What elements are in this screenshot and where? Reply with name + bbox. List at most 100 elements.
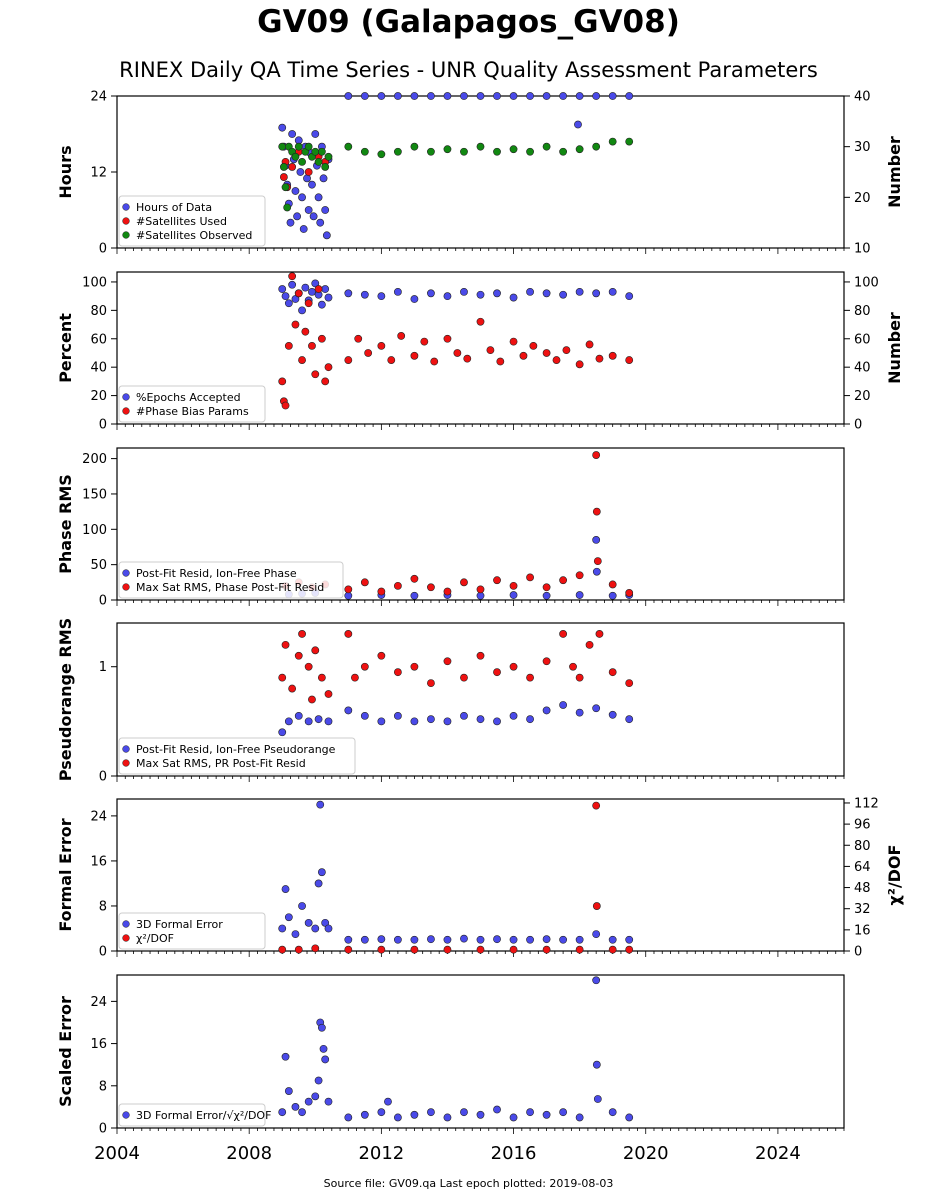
data-point — [608, 710, 617, 719]
data-point — [311, 130, 320, 138]
data-point — [278, 285, 287, 293]
data-point — [476, 585, 485, 594]
data-point — [351, 673, 359, 682]
data-point — [284, 913, 293, 922]
y-tick-label: 0 — [99, 1122, 107, 1137]
data-point — [476, 945, 485, 954]
data-point — [608, 1108, 617, 1117]
data-point — [360, 578, 369, 587]
data-point — [625, 945, 634, 954]
data-point — [592, 536, 601, 544]
data-point — [309, 212, 318, 221]
data-point — [294, 142, 303, 151]
data-point — [278, 1108, 287, 1117]
data-point — [443, 945, 452, 954]
data-point — [284, 717, 293, 726]
data-point — [317, 300, 326, 309]
data-point — [344, 92, 353, 100]
data-point — [311, 279, 320, 288]
data-point — [460, 147, 468, 156]
data-point — [476, 142, 485, 151]
data-point — [526, 92, 534, 100]
data-point — [304, 299, 313, 308]
legend-marker — [122, 934, 130, 942]
data-point — [314, 879, 323, 888]
data-point — [559, 701, 568, 709]
data-point — [575, 145, 584, 154]
data-point — [344, 289, 353, 298]
data-point — [559, 290, 568, 299]
data-point — [608, 92, 617, 100]
data-point — [294, 711, 303, 720]
data-point — [311, 147, 320, 156]
data-point — [443, 717, 452, 726]
data-point — [278, 673, 287, 682]
y-tick-label: 40 — [90, 361, 107, 376]
data-point — [526, 1108, 534, 1117]
data-point — [311, 924, 320, 933]
data-point — [509, 92, 518, 100]
y2-tick-label: 40 — [854, 361, 871, 376]
y2-axis-label: Number — [885, 136, 904, 208]
data-point — [509, 945, 518, 954]
data-point — [397, 332, 406, 340]
data-point — [299, 225, 308, 233]
legend-box — [118, 561, 344, 599]
data-point — [393, 668, 402, 677]
data-point — [542, 1110, 551, 1119]
data-point — [592, 507, 601, 516]
data-point — [542, 945, 551, 954]
x-tick-label: 2020 — [623, 1143, 669, 1164]
data-point — [281, 885, 290, 893]
legend-marker — [122, 745, 130, 753]
data-point — [595, 354, 604, 363]
data-point — [360, 92, 369, 100]
data-point — [360, 662, 369, 671]
data-point — [542, 591, 551, 600]
data-point — [608, 668, 617, 677]
y2-tick-label: 0 — [854, 945, 862, 960]
data-point — [377, 1108, 386, 1117]
panel-3 — [111, 447, 845, 606]
legend-label: Hours of Data — [136, 201, 212, 214]
data-point — [308, 341, 316, 350]
data-point — [344, 585, 353, 594]
legend-box — [118, 195, 266, 247]
data-point — [625, 292, 634, 301]
data-point — [301, 283, 310, 292]
data-point — [625, 679, 634, 688]
y-axis-label: Phase RMS — [56, 474, 75, 574]
data-point — [360, 935, 369, 944]
data-point — [493, 289, 501, 298]
data-point — [427, 289, 435, 298]
data-point — [575, 708, 584, 717]
legend-label: #Phase Bias Params — [136, 405, 249, 418]
data-point — [592, 902, 601, 910]
data-point — [278, 924, 287, 933]
data-point — [344, 142, 353, 151]
data-point — [344, 706, 353, 715]
legend-label: χ²/DOF — [136, 932, 174, 945]
y-axis-label: Scaled Error — [56, 996, 75, 1107]
data-point — [298, 306, 306, 315]
legend-box — [118, 737, 356, 775]
y-tick-label: 16 — [90, 1037, 107, 1052]
data-point — [460, 1108, 468, 1117]
panel-4 — [111, 622, 845, 782]
data-point — [324, 924, 333, 933]
data-point — [393, 147, 402, 156]
data-point — [311, 944, 320, 953]
data-point — [393, 581, 402, 590]
data-point — [311, 646, 320, 655]
data-point — [608, 137, 617, 146]
data-point — [364, 349, 373, 357]
data-point — [509, 591, 518, 599]
data-point — [393, 1113, 402, 1122]
legend-box — [118, 912, 266, 950]
y-tick-label: 0 — [99, 418, 107, 433]
y2-tick-label: 16 — [854, 923, 871, 938]
y2-tick-label: 48 — [854, 881, 871, 896]
data-point — [377, 945, 386, 954]
data-point — [592, 92, 601, 100]
